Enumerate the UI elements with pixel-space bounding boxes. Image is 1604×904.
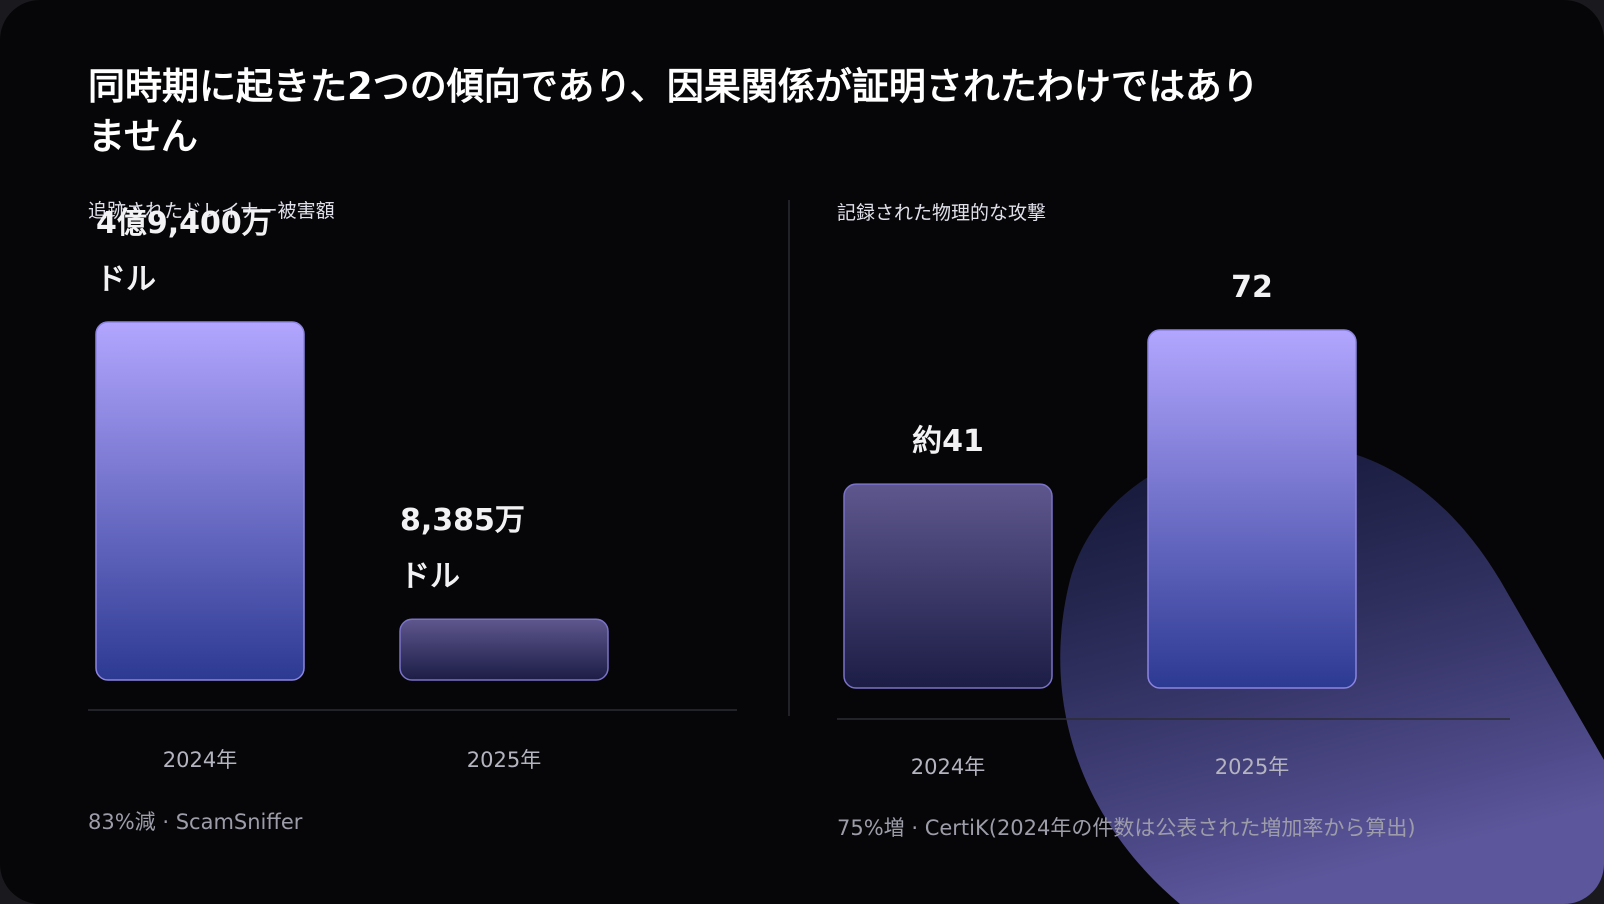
- x-tick-label: 2024年: [162, 748, 238, 772]
- value-label: 8,385万 ドル: [400, 503, 525, 595]
- chart-subtitle: 記録された物理的な攻撃: [837, 202, 1047, 224]
- x-tick-label: 2025年: [466, 748, 542, 772]
- chart-note: 75%増 · CertiK(2024年の件数は公表された増加率から算出): [837, 816, 1416, 840]
- value-label: 約41: [912, 424, 984, 460]
- bar: [95, 321, 305, 681]
- value-label: 4億9,400万 ドル: [96, 206, 272, 297]
- bar: [843, 483, 1053, 689]
- value-label: 72: [1231, 270, 1273, 305]
- chart-subtitle: 追跡されたドレイナー被害額: [88, 200, 335, 222]
- x-tick-label: 2025年: [1214, 755, 1290, 779]
- x-tick-label: 2024年: [910, 755, 986, 779]
- bar: [399, 618, 609, 681]
- chart-note: 83%減 · ScamSniffer: [88, 810, 303, 834]
- page-title: 同時期に起きた2つの傾向であり、因果関係が証明されたわけではありません: [88, 65, 1259, 158]
- bar: [1147, 329, 1357, 689]
